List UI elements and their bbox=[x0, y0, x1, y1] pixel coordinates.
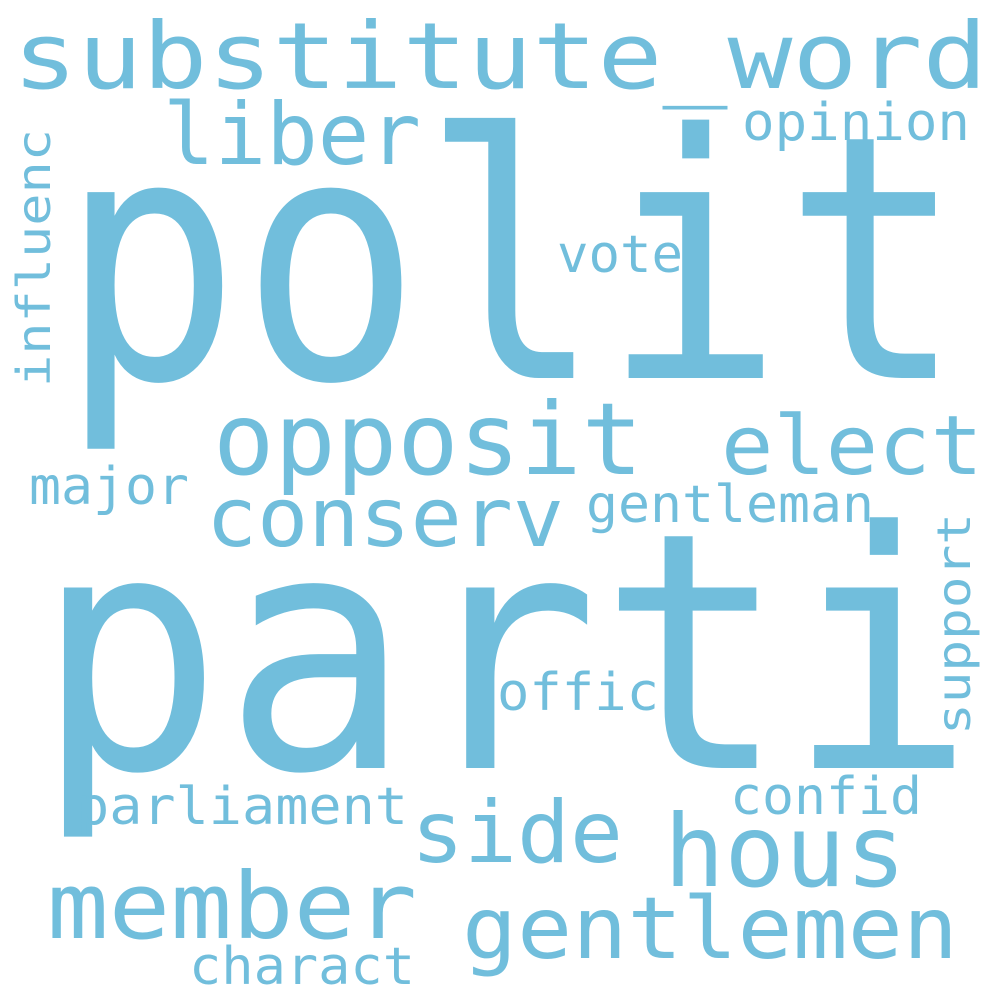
word-support: support bbox=[927, 513, 981, 735]
word-influenc: influenc bbox=[7, 129, 61, 387]
word-elect: elect bbox=[721, 399, 983, 494]
word-hous: hous bbox=[664, 793, 906, 910]
word-vote: vote bbox=[557, 225, 683, 285]
word-charact: charact bbox=[189, 937, 415, 997]
word-confid: confid bbox=[730, 767, 922, 827]
word-polit: polit bbox=[60, 63, 965, 459]
word-opposit: opposit bbox=[213, 381, 643, 498]
word-parti: parti bbox=[35, 462, 975, 846]
word-parliament: parliament bbox=[76, 777, 408, 837]
word-offic: offic bbox=[497, 663, 659, 723]
word-gentleman: gentleman bbox=[586, 475, 874, 535]
word-liber: liber bbox=[163, 85, 421, 185]
word-major: major bbox=[29, 457, 189, 517]
word-substitute-word: substitute_word bbox=[13, 3, 988, 110]
word-side: side bbox=[411, 783, 623, 883]
word-opinion: opinion bbox=[742, 93, 970, 153]
word-member: member bbox=[47, 853, 417, 960]
word-gentlemen: gentlemen bbox=[462, 879, 958, 979]
word-conserv: conserv bbox=[206, 471, 564, 566]
